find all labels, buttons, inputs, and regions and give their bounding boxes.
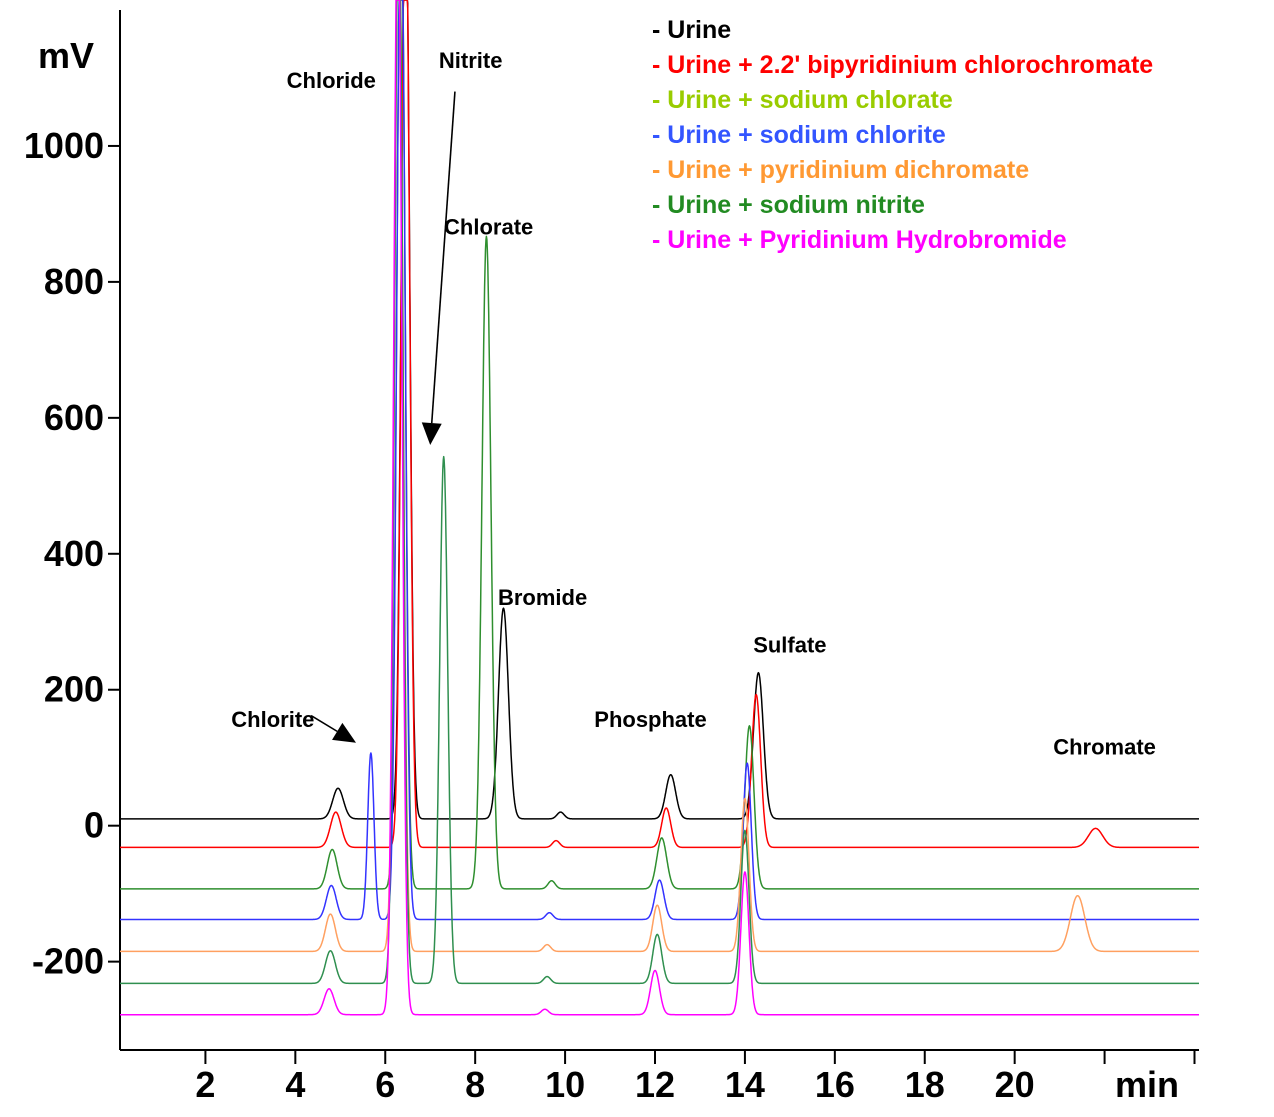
y-axis-unit-label: mV (38, 35, 94, 76)
x-tick-label: 20 (995, 1064, 1035, 1105)
traces-layer (119, 0, 1200, 1016)
x-tick-label: 2 (195, 1064, 215, 1105)
x-tick-label: 6 (375, 1064, 395, 1105)
x-axis-unit-label: min (1115, 1064, 1179, 1105)
annotation-arrow-head (421, 422, 442, 446)
legend-entry: - Urine + sodium chlorate (652, 86, 953, 114)
peak-label: Chlorite (231, 707, 314, 732)
y-tick-label: 800 (44, 261, 104, 302)
annotations-layer: Chloride Nitrite Chlorate Bromide Chlorite Ph… (231, 48, 1156, 760)
annotation-arrow-head (332, 722, 357, 743)
legend-layer: - Urine - Urine + 2.2' bipyridinium chlor… (652, 16, 1153, 254)
annotation-arrow-line (310, 714, 338, 733)
y-tick-label: -200 (32, 941, 104, 982)
x-tick-label: 18 (905, 1064, 945, 1105)
chromatogram-trace (119, 0, 1200, 890)
peak-label: Nitrite (439, 48, 503, 73)
chromatogram-trace (119, 0, 1200, 820)
peak-label: Chlorate (444, 214, 533, 239)
y-tick-label: 0 (84, 805, 104, 846)
legend-entry: - Urine + sodium chlorite (652, 121, 946, 149)
y-tick-label: 1000 (24, 125, 104, 166)
legend-entry: - Urine (652, 16, 731, 44)
y-tick-label: 200 (44, 669, 104, 710)
x-tick-label: 16 (815, 1064, 855, 1105)
peak-label: Chloride (287, 68, 376, 93)
peak-label: Bromide (498, 585, 587, 610)
annotation-arrow-line (430, 91, 456, 424)
peak-label: Phosphate (594, 707, 706, 732)
legend-entry: - Urine + Pyridinium Hydrobromide (652, 226, 1067, 254)
chromatogram-trace (119, 0, 1200, 953)
legend-entry: - Urine + sodium nitrite (652, 191, 925, 219)
chromatogram-trace (119, 0, 1200, 1016)
peak-label: Sulfate (753, 632, 826, 657)
x-tick-label: 4 (285, 1064, 305, 1105)
legend-entry: - Urine + 2.2' bipyridinium chlorochroma… (652, 51, 1153, 79)
peak-label: Chromate (1053, 734, 1156, 759)
axes-layer: 0 200 400 600 800 1000 -200 2 4 6 8 10 12 14 16 18 20 (24, 10, 1199, 1105)
x-tick-label: 10 (545, 1064, 585, 1105)
x-tick-label: 14 (725, 1064, 765, 1105)
y-tick-label: 400 (44, 533, 104, 574)
x-tick-label: 8 (465, 1064, 485, 1105)
chromatogram-trace (119, 0, 1200, 985)
chromatogram-trace (119, 0, 1200, 921)
y-tick-label: 600 (44, 397, 104, 438)
x-tick-label: 12 (635, 1064, 675, 1105)
legend-entry: - Urine + pyridinium dichromate (652, 156, 1029, 184)
chromatogram-trace (119, 0, 1200, 849)
